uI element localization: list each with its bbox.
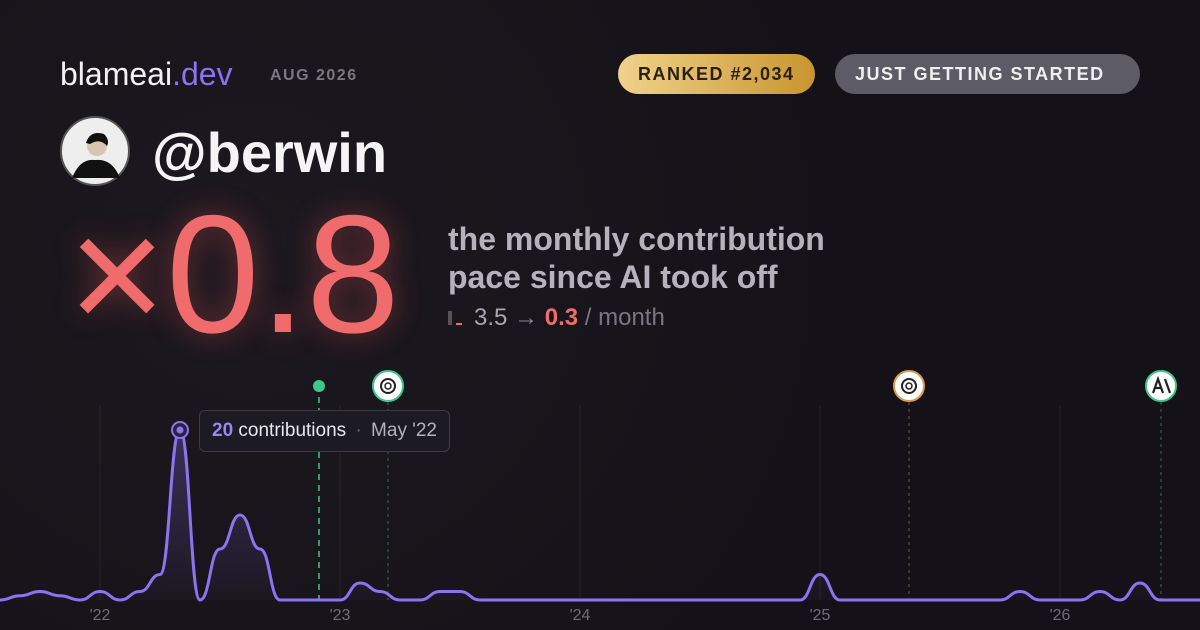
event-dot [313, 380, 325, 392]
line-area [0, 430, 1200, 600]
handle: @berwin [152, 121, 388, 184]
pace-arrow: → [514, 304, 539, 331]
pace: 3.5 → 0.3 / month [448, 304, 665, 332]
avatar [60, 116, 130, 186]
headline-line: the monthly contribution [448, 221, 825, 257]
tooltip-date: May '22 [371, 420, 437, 441]
line [0, 428, 1200, 602]
x-tick-label: '22 [90, 607, 111, 624]
tooltip-count: 20 [212, 420, 234, 441]
anthropic-icon [1145, 370, 1177, 402]
openai-icon [372, 370, 404, 402]
rank-badge: RANKED #2,034 [618, 54, 815, 94]
tooltip-separator: · [355, 420, 362, 441]
x-tick-label: '26 [1050, 607, 1071, 624]
x-tick-label: '23 [330, 607, 351, 624]
x-tick-label: '25 [810, 607, 831, 624]
headline-line: pace since AI took off [448, 259, 778, 295]
status-badge: JUST GETTING STARTED [835, 54, 1140, 94]
tooltip: 20 contributions · May '22 [199, 410, 450, 452]
headline-text: the monthly contribution pace since AI to… [448, 220, 825, 296]
multiplier: ×0.8 [68, 180, 400, 368]
pace-icon [448, 311, 452, 325]
pace-unit: / month [584, 304, 665, 331]
pace-before: 3.5 [474, 304, 508, 331]
x-tick-label: '24 [570, 607, 591, 624]
brand-name: blameai [60, 56, 173, 92]
pace-after: 0.3 [544, 304, 579, 331]
date: AUG 2026 [270, 67, 358, 84]
tooltip-label: contributions [238, 420, 347, 441]
pace-icon [456, 323, 462, 325]
brand: blameai.dev [60, 56, 233, 93]
peak-dot [176, 426, 184, 434]
brand-suffix: .dev [172, 56, 233, 92]
openai-icon [893, 370, 925, 402]
